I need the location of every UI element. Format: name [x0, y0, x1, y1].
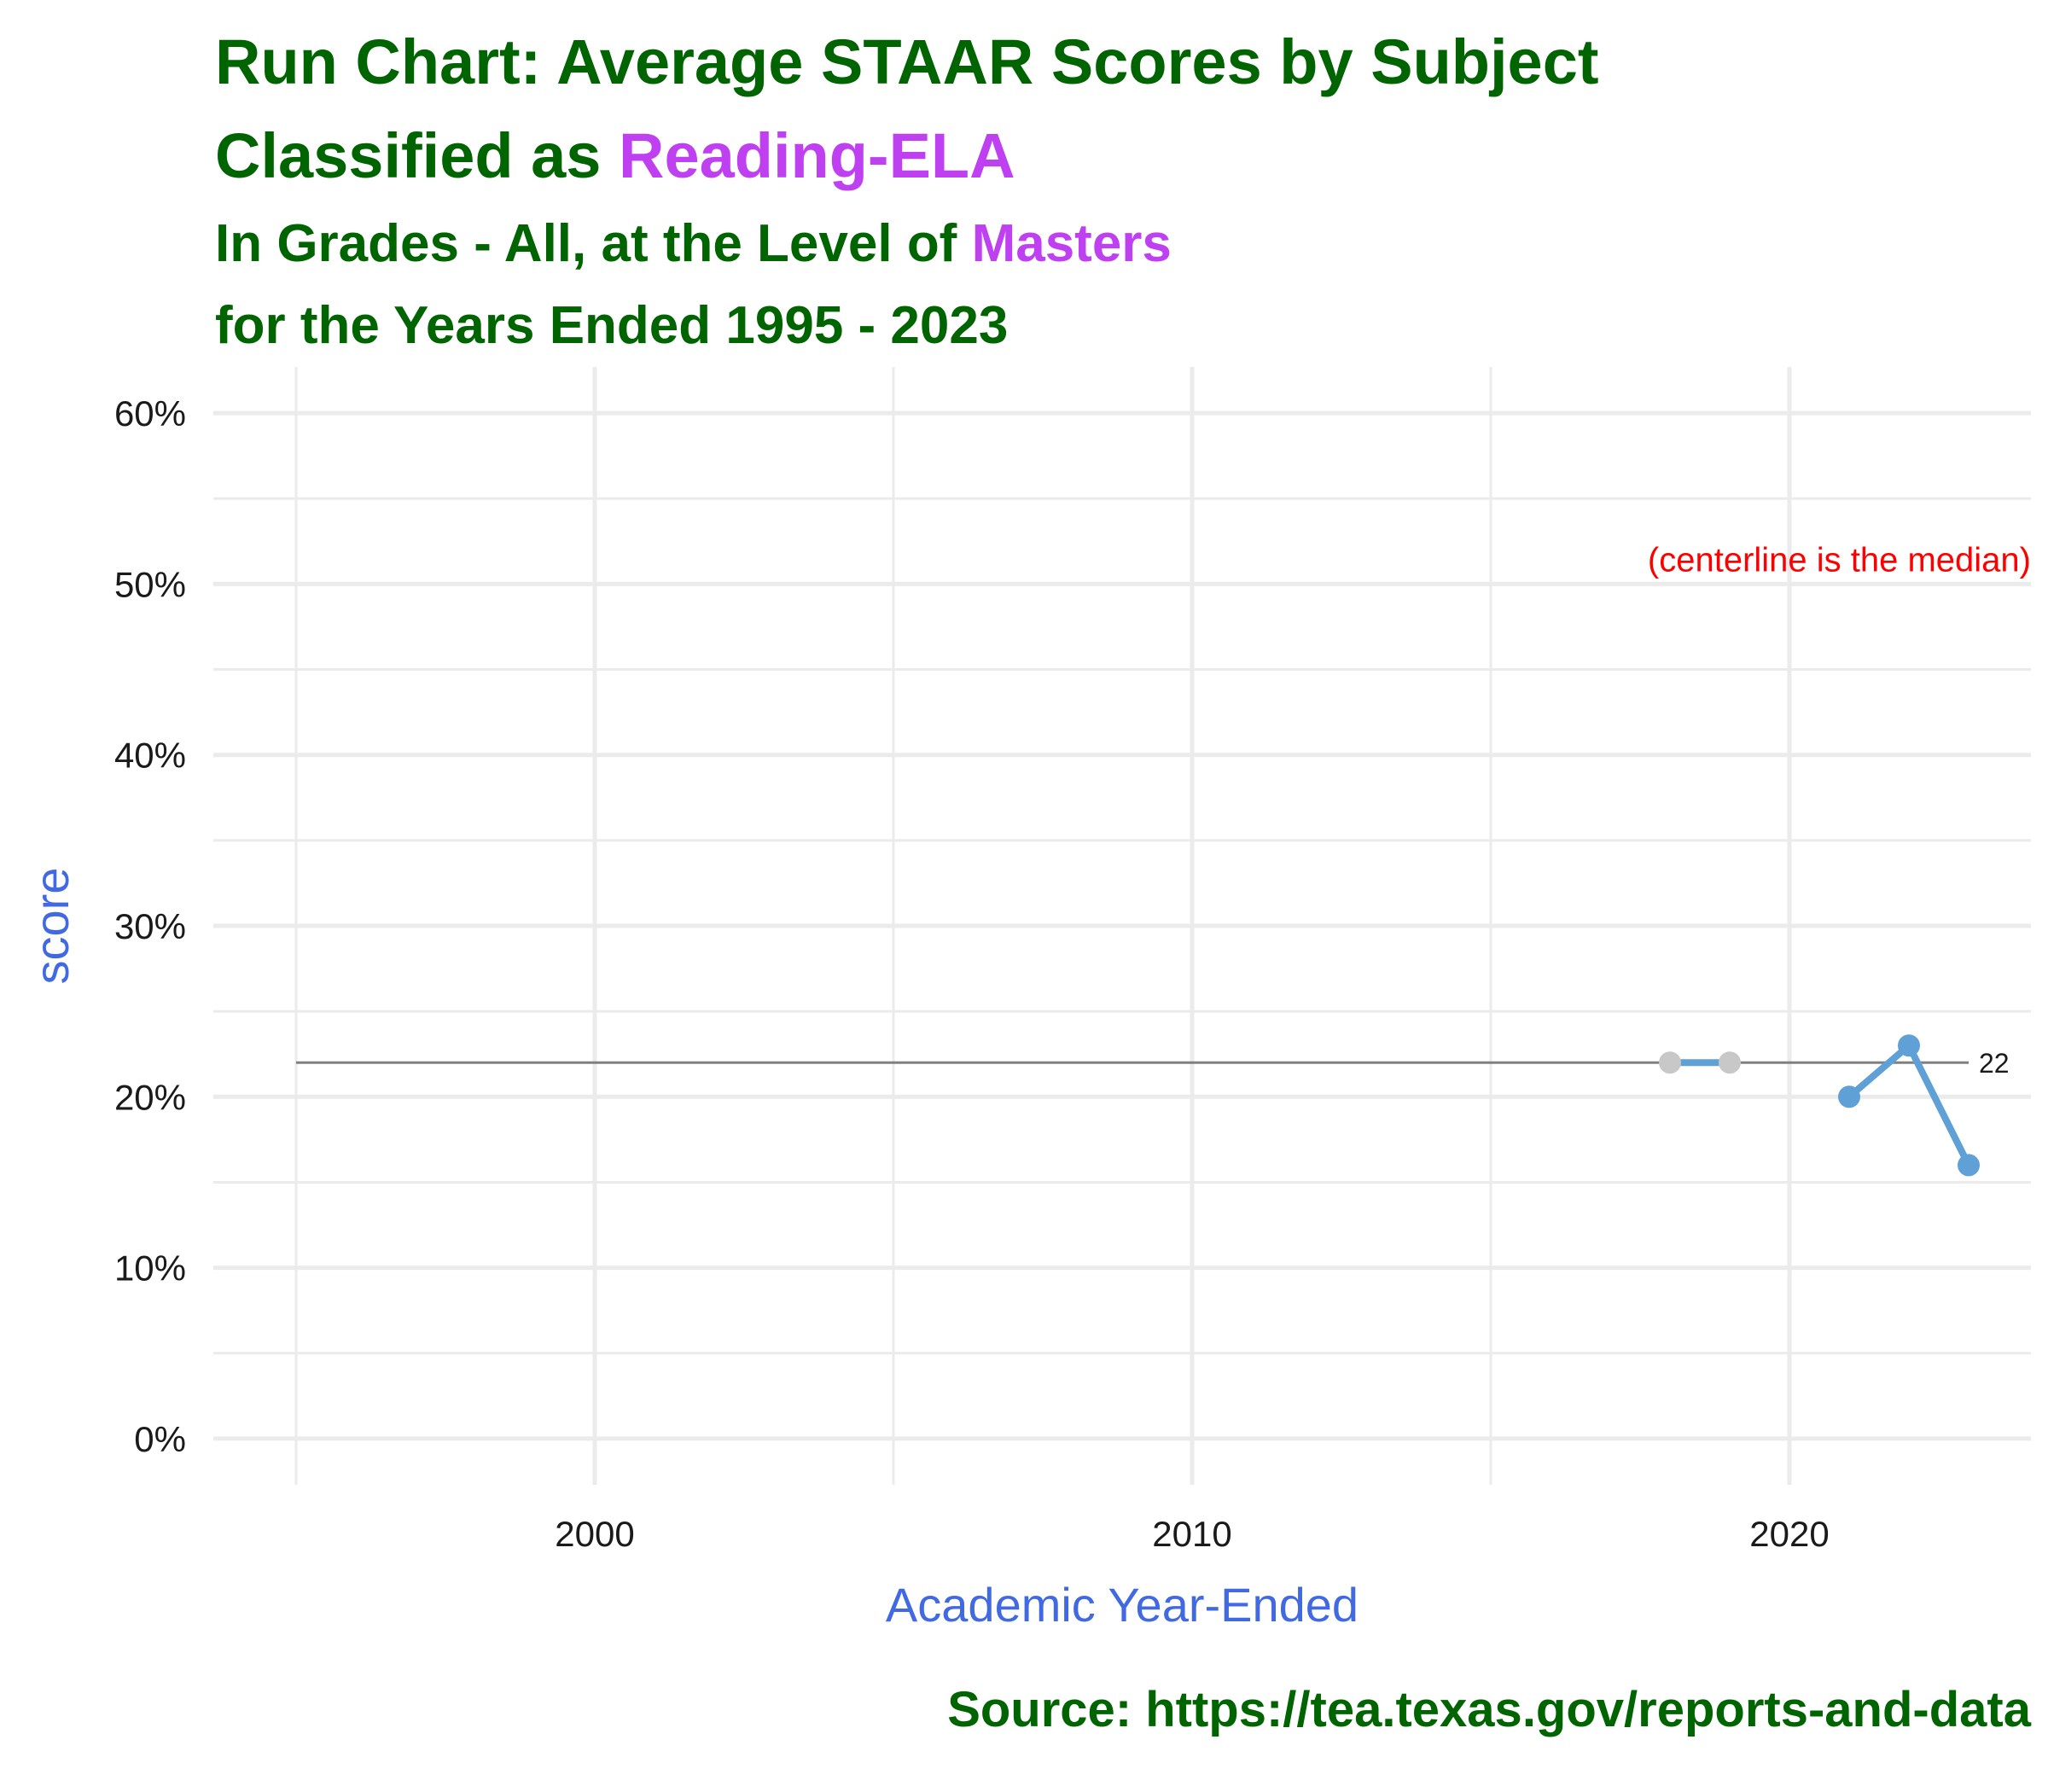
data-point [1898, 1034, 1920, 1057]
centerline-value-label: 22 [1979, 1048, 2010, 1079]
data-point [1659, 1051, 1681, 1074]
y-tick-label: 30% [114, 906, 186, 946]
subtitle-level-highlight: Masters [971, 214, 1172, 273]
subtitle-level-prefix: In Grades - All, at the Level of [215, 214, 972, 273]
x-tick-label: 2000 [555, 1514, 634, 1554]
y-tick-label: 40% [114, 736, 186, 776]
grid-layer [213, 367, 2031, 1485]
y-tick-label: 0% [134, 1419, 186, 1459]
axis-layer: 0% 10% 20% 30% 40% 50% 60% 2000 2010 2020 Academic… [25, 393, 1830, 1632]
data-point [1838, 1085, 1860, 1108]
series-line-segment [1905, 1042, 1972, 1169]
y-tick-label: 10% [114, 1248, 186, 1289]
y-axis-title: score [25, 868, 79, 985]
x-axis-title: Academic Year-Ended [886, 1578, 1359, 1632]
centerline-layer: 22 (centerline is the median) [296, 541, 2031, 1079]
chart-subtitle-years: for the Years Ended 1995 - 2023 [215, 296, 1009, 355]
title-subject-highlight: Reading-ELA [619, 120, 1015, 191]
centerline-note: (centerline is the median) [1648, 541, 2031, 579]
y-tick-label: 50% [114, 564, 186, 604]
chart-title-block: Run Chart: Average STAAR Scores by Subje… [215, 15, 1599, 367]
x-tick-label: 2020 [1749, 1514, 1829, 1554]
chart-title: Run Chart: Average STAAR Scores by Subje… [215, 26, 1599, 97]
series-layer [1659, 1034, 1980, 1177]
data-point [1719, 1051, 1741, 1074]
y-tick-label: 20% [114, 1077, 186, 1117]
series-line-segment [1846, 1042, 1912, 1101]
y-tick-label: 60% [114, 393, 186, 433]
chart-title-line2: Classified as Reading-ELA [215, 109, 1599, 203]
data-point [1958, 1154, 1980, 1177]
chart-subtitle-level: In Grades - All, at the Level of Masters [215, 203, 1599, 285]
source-caption: Source: https://tea.texas.gov/reports-an… [947, 1682, 2031, 1737]
x-tick-label: 2010 [1152, 1514, 1231, 1554]
title-subject-prefix: Classified as [215, 120, 620, 191]
